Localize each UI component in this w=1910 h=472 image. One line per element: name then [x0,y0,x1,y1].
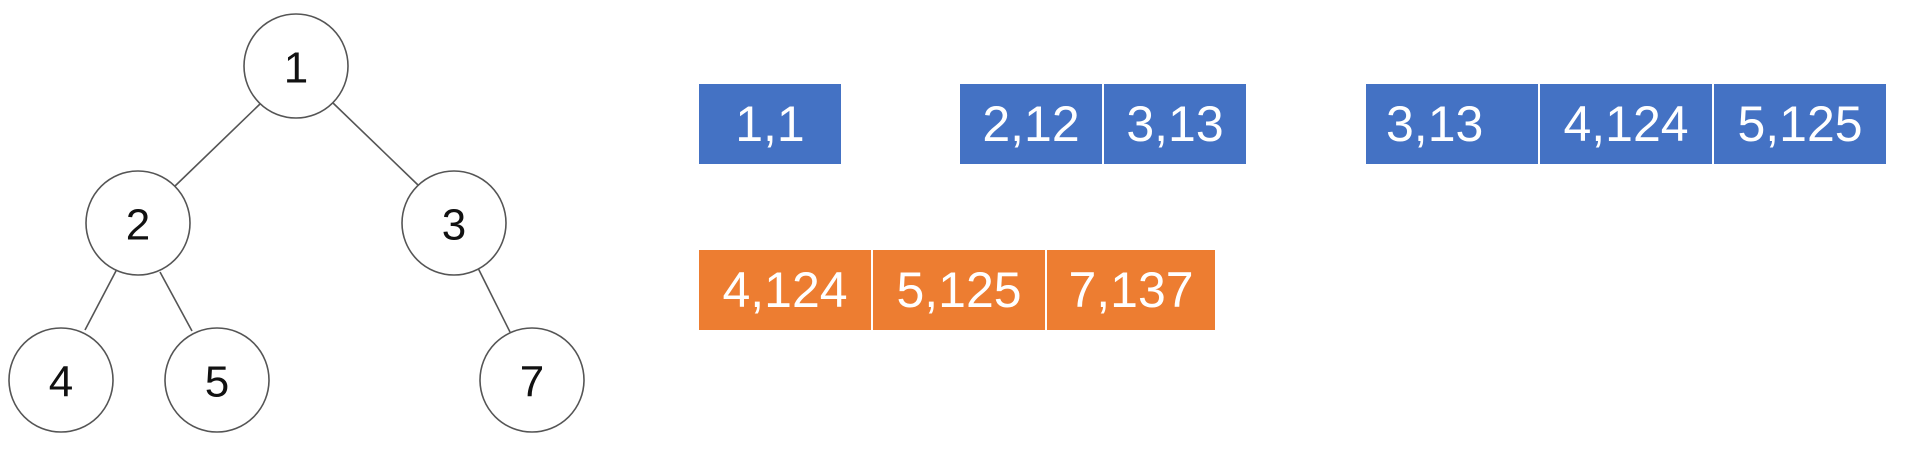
tree-node-2: 2 [85,170,191,276]
edge-2-5 [159,271,193,332]
queue-cell: 4,124 [699,250,873,330]
queue-cell: 1,1 [699,84,841,164]
queue-state-3: 3,13 4,124 5,125 [1366,84,1886,164]
edge-1-3 [332,102,419,186]
edge-2-4 [84,268,118,331]
tree-node-label: 1 [284,44,308,93]
queue-state-1: 1,1 [699,84,841,164]
tree-node-1: 1 [243,13,349,119]
tree-node-label: 4 [49,358,73,407]
tree-node-4: 4 [8,327,114,433]
queue-cell: 7,137 [1047,250,1215,330]
queue-cell: 5,125 [873,250,1047,330]
queue-cell: 3,13 [1104,84,1246,164]
queue-cell: 3,13 [1366,84,1540,164]
queue-state-2: 2,12 3,13 [960,84,1246,164]
tree-node-label: 2 [126,201,150,250]
binary-tree: 1 2 3 4 5 7 [8,13,585,433]
queue-state-4: 4,124 5,125 7,137 [699,250,1215,330]
queue-cell: 5,125 [1714,84,1886,164]
tree-node-label: 5 [205,358,229,407]
tree-node-7: 7 [479,327,585,433]
edge-3-7 [477,267,511,333]
tree-node-label: 3 [442,201,466,250]
tree-node-5: 5 [164,327,270,433]
queue-cell: 2,12 [960,84,1104,164]
queue-cell: 4,124 [1540,84,1714,164]
tree-node-3: 3 [401,170,507,276]
tree-node-label: 7 [520,358,544,407]
tree-edges [84,102,511,333]
edge-1-2 [173,103,261,188]
